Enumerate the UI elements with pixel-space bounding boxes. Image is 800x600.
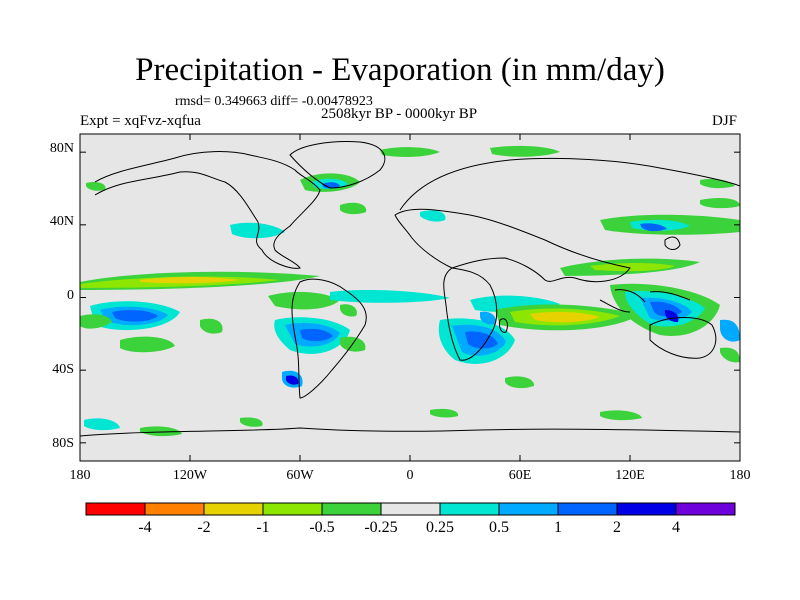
lat-label-80n: 80N [49,141,74,156]
colorbar-swatch [498,502,559,516]
lat-label-80s: 80S [52,436,74,451]
anomaly-fields [80,145,740,437]
colorbar-swatch [616,502,677,516]
colorbar-label: -0.25 [364,519,398,536]
colorbar-swatch [675,502,736,516]
experiment-label: Expt = xqFvz-xqfua [80,113,201,129]
lon-label-180w: 180 [69,468,91,483]
colorbar-label: -0.5 [309,519,335,536]
stats-text: rmsd= 0.349663 diff= -0.00478923 [175,94,373,109]
colorbar-label: 4 [672,519,680,536]
colorbar-label: 2 [613,519,621,536]
coastlines [80,141,740,437]
colorbar-label: 1 [554,519,562,536]
colorbar-swatch [262,502,323,516]
colorbar-swatch [439,502,500,516]
chart-title: Precipitation - Evaporation (in mm/day) [135,52,665,88]
period-label: 2508kyr BP - 0000kyr BP [321,106,478,122]
lon-label-60e: 60E [508,468,532,483]
colorbar-swatch [85,502,146,516]
colorbar-swatch [321,502,382,516]
colorbar-swatch [380,502,441,516]
lat-label-40n: 40N [49,214,74,229]
colorbar-label: -2 [197,519,211,536]
lat-label-0: 0 [67,288,74,303]
lon-label-0: 0 [406,468,414,483]
season-label: DJF [712,113,738,129]
colorbar-swatch [144,502,205,516]
lon-label-60w: 60W [286,468,314,483]
colorbar-label: 0.5 [489,519,509,536]
colorbar-label: -1 [256,519,270,536]
lon-label-180e: 180 [729,468,751,483]
lat-label-40s: 40S [52,362,74,377]
colorbar-swatch [557,502,618,516]
colorbar-label: -4 [138,519,152,536]
colorbar [85,502,736,516]
lon-label-120e: 120E [615,468,645,483]
axis-ticks [79,134,741,461]
lon-label-120w: 120W [172,468,208,483]
colorbar-label: 0.25 [426,519,454,536]
colorbar-swatch [203,502,264,516]
